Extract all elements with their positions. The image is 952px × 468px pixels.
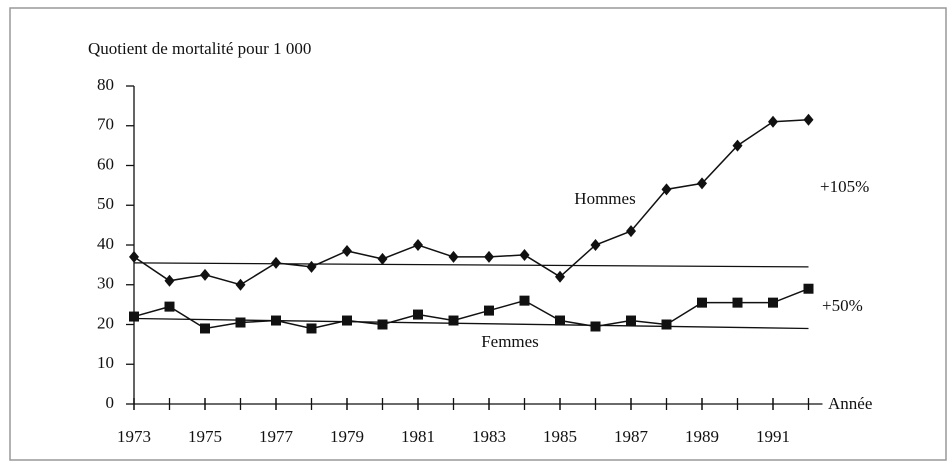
frame: [9, 7, 947, 461]
marker: [377, 252, 388, 265]
marker: [306, 260, 317, 273]
marker: [661, 183, 672, 196]
y-tick-label: 50: [97, 194, 114, 213]
marker: [732, 297, 743, 308]
marker: [271, 315, 281, 326]
marker: [697, 297, 707, 308]
x-tick-label: 1989: [685, 427, 719, 446]
marker: [200, 323, 210, 334]
marker: [626, 315, 636, 326]
marker: [413, 239, 423, 251]
series-line: [133, 119, 809, 286]
marker: [732, 139, 743, 152]
marker: [519, 248, 530, 261]
marker: [377, 319, 388, 330]
x-tick-label: 1987: [614, 427, 649, 446]
series-label: Femmes: [481, 332, 539, 351]
marker: [661, 319, 672, 330]
marker: [555, 315, 565, 326]
reference-line: [133, 317, 809, 330]
marker: [129, 311, 139, 322]
y-axis-label: Quotient de mortalité pour 1 000: [88, 39, 311, 58]
y-tick-label: 0: [106, 393, 115, 412]
annotation: +50%: [822, 296, 863, 315]
marker: [484, 250, 494, 263]
series-line: [133, 288, 809, 330]
y-tick-label: 20: [97, 313, 114, 332]
x-axis-label: Année: [828, 394, 872, 413]
marker: [129, 250, 139, 263]
marker: [271, 256, 281, 269]
x-tick-label: 1975: [188, 427, 222, 446]
x-tick-label: 1991: [756, 427, 790, 446]
marker: [590, 321, 601, 332]
x-tick-label: 1983: [472, 427, 506, 446]
y-tick-label: 10: [97, 353, 114, 372]
y-tick-label: 30: [97, 274, 114, 293]
marker: [235, 278, 246, 291]
x-tick-label: 1985: [543, 427, 577, 446]
marker: [484, 305, 494, 316]
marker: [803, 113, 814, 126]
marker: [342, 244, 352, 257]
marker: [200, 268, 210, 281]
y-tick-label: 80: [97, 75, 114, 94]
y-tick-label: 60: [97, 154, 114, 173]
marker: [342, 315, 352, 326]
marker: [590, 239, 601, 251]
marker: [697, 177, 707, 190]
series-label: Hommes: [574, 189, 635, 208]
x-tick-label: 1977: [259, 427, 294, 446]
marker: [235, 317, 246, 328]
y-tick-label: 70: [97, 115, 114, 134]
marker: [768, 115, 778, 128]
y-tick-label: 40: [97, 234, 114, 253]
annotation: +105%: [820, 177, 869, 196]
marker: [164, 274, 175, 287]
reference-line: [133, 262, 809, 268]
marker: [413, 309, 423, 320]
marker: [306, 323, 317, 334]
x-tick-label: 1973: [117, 427, 151, 446]
marker: [519, 295, 530, 306]
marker: [448, 250, 459, 263]
marker: [626, 225, 636, 238]
marker: [555, 270, 565, 283]
marker: [768, 297, 778, 308]
marker: [448, 315, 459, 326]
x-tick-label: 1979: [330, 427, 364, 446]
x-tick-label: 1981: [401, 427, 435, 446]
marker: [803, 283, 814, 294]
marker: [164, 301, 175, 312]
